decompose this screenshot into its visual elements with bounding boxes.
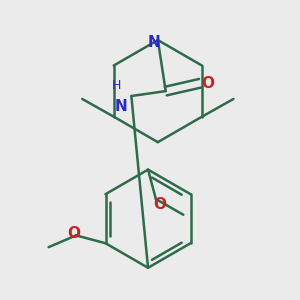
Text: O: O bbox=[68, 226, 81, 241]
Text: H: H bbox=[112, 79, 122, 92]
Text: O: O bbox=[201, 76, 214, 91]
Text: N: N bbox=[115, 99, 128, 114]
Text: O: O bbox=[153, 197, 166, 212]
Text: N: N bbox=[148, 34, 160, 50]
